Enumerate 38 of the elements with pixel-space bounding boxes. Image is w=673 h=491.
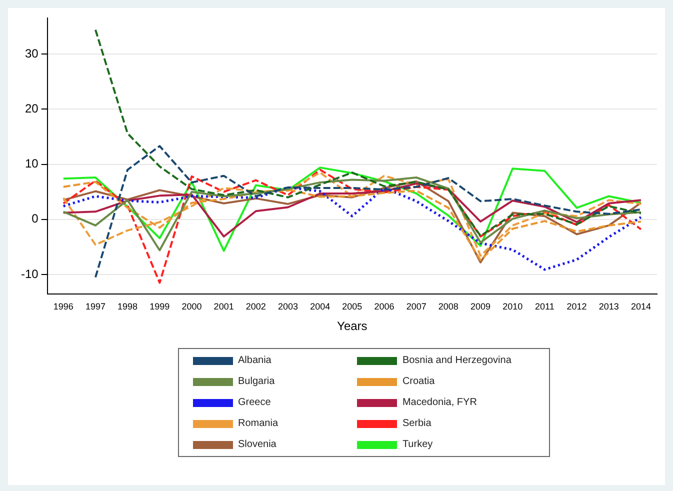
x-tick-label: 2004 (310, 302, 330, 312)
legend-label: Greece (238, 397, 271, 408)
y-tick-label: 0 (32, 212, 39, 226)
legend-label: Bulgaria (238, 376, 275, 387)
x-tick-label: 1997 (85, 302, 106, 312)
legend-label: Bosnia and Herzegovina (402, 355, 512, 366)
legend-label: Serbia (402, 418, 432, 429)
line-series (62, 168, 642, 284)
x-tick-label: 2012 (566, 302, 587, 312)
x-tick-label: 2005 (342, 302, 362, 312)
x-tick-label: 2003 (278, 302, 298, 312)
y-tick-label: 30 (24, 46, 39, 60)
x-tick-label: 2006 (374, 302, 394, 312)
x-tick-label: 2007 (406, 302, 426, 312)
x-tick-label: 2000 (182, 302, 202, 312)
x-tick-label: 2013 (598, 302, 619, 312)
line-series (94, 145, 642, 278)
line-series (94, 28, 642, 237)
x-axis-title: Years (337, 319, 368, 334)
x-tick-label: 2002 (246, 302, 266, 312)
x-tick-label: 1999 (150, 302, 170, 312)
x-tick-label: 1998 (118, 302, 138, 312)
x-tick-label: 2001 (214, 302, 234, 312)
legend-label: Macedonia, FYR (402, 397, 477, 408)
y-tick-label: -10 (21, 266, 39, 281)
y-tick-label: 10 (24, 156, 39, 171)
x-tick-label: 2011 (535, 302, 554, 312)
legend-label: Turkey (402, 439, 433, 450)
legend-label: Albania (238, 355, 272, 366)
x-tick-label: 2014 (630, 302, 651, 312)
x-tick-label: 2009 (470, 302, 491, 312)
x-tick-label: 2008 (438, 302, 458, 312)
legend-label: Slovenia (238, 439, 276, 450)
legend-label: Croatia (402, 376, 435, 387)
legend-label: Romania (238, 418, 278, 429)
x-tick-label: 2010 (502, 302, 523, 312)
x-tick-label: 1996 (53, 302, 74, 312)
y-tick-label: 20 (24, 101, 39, 116)
